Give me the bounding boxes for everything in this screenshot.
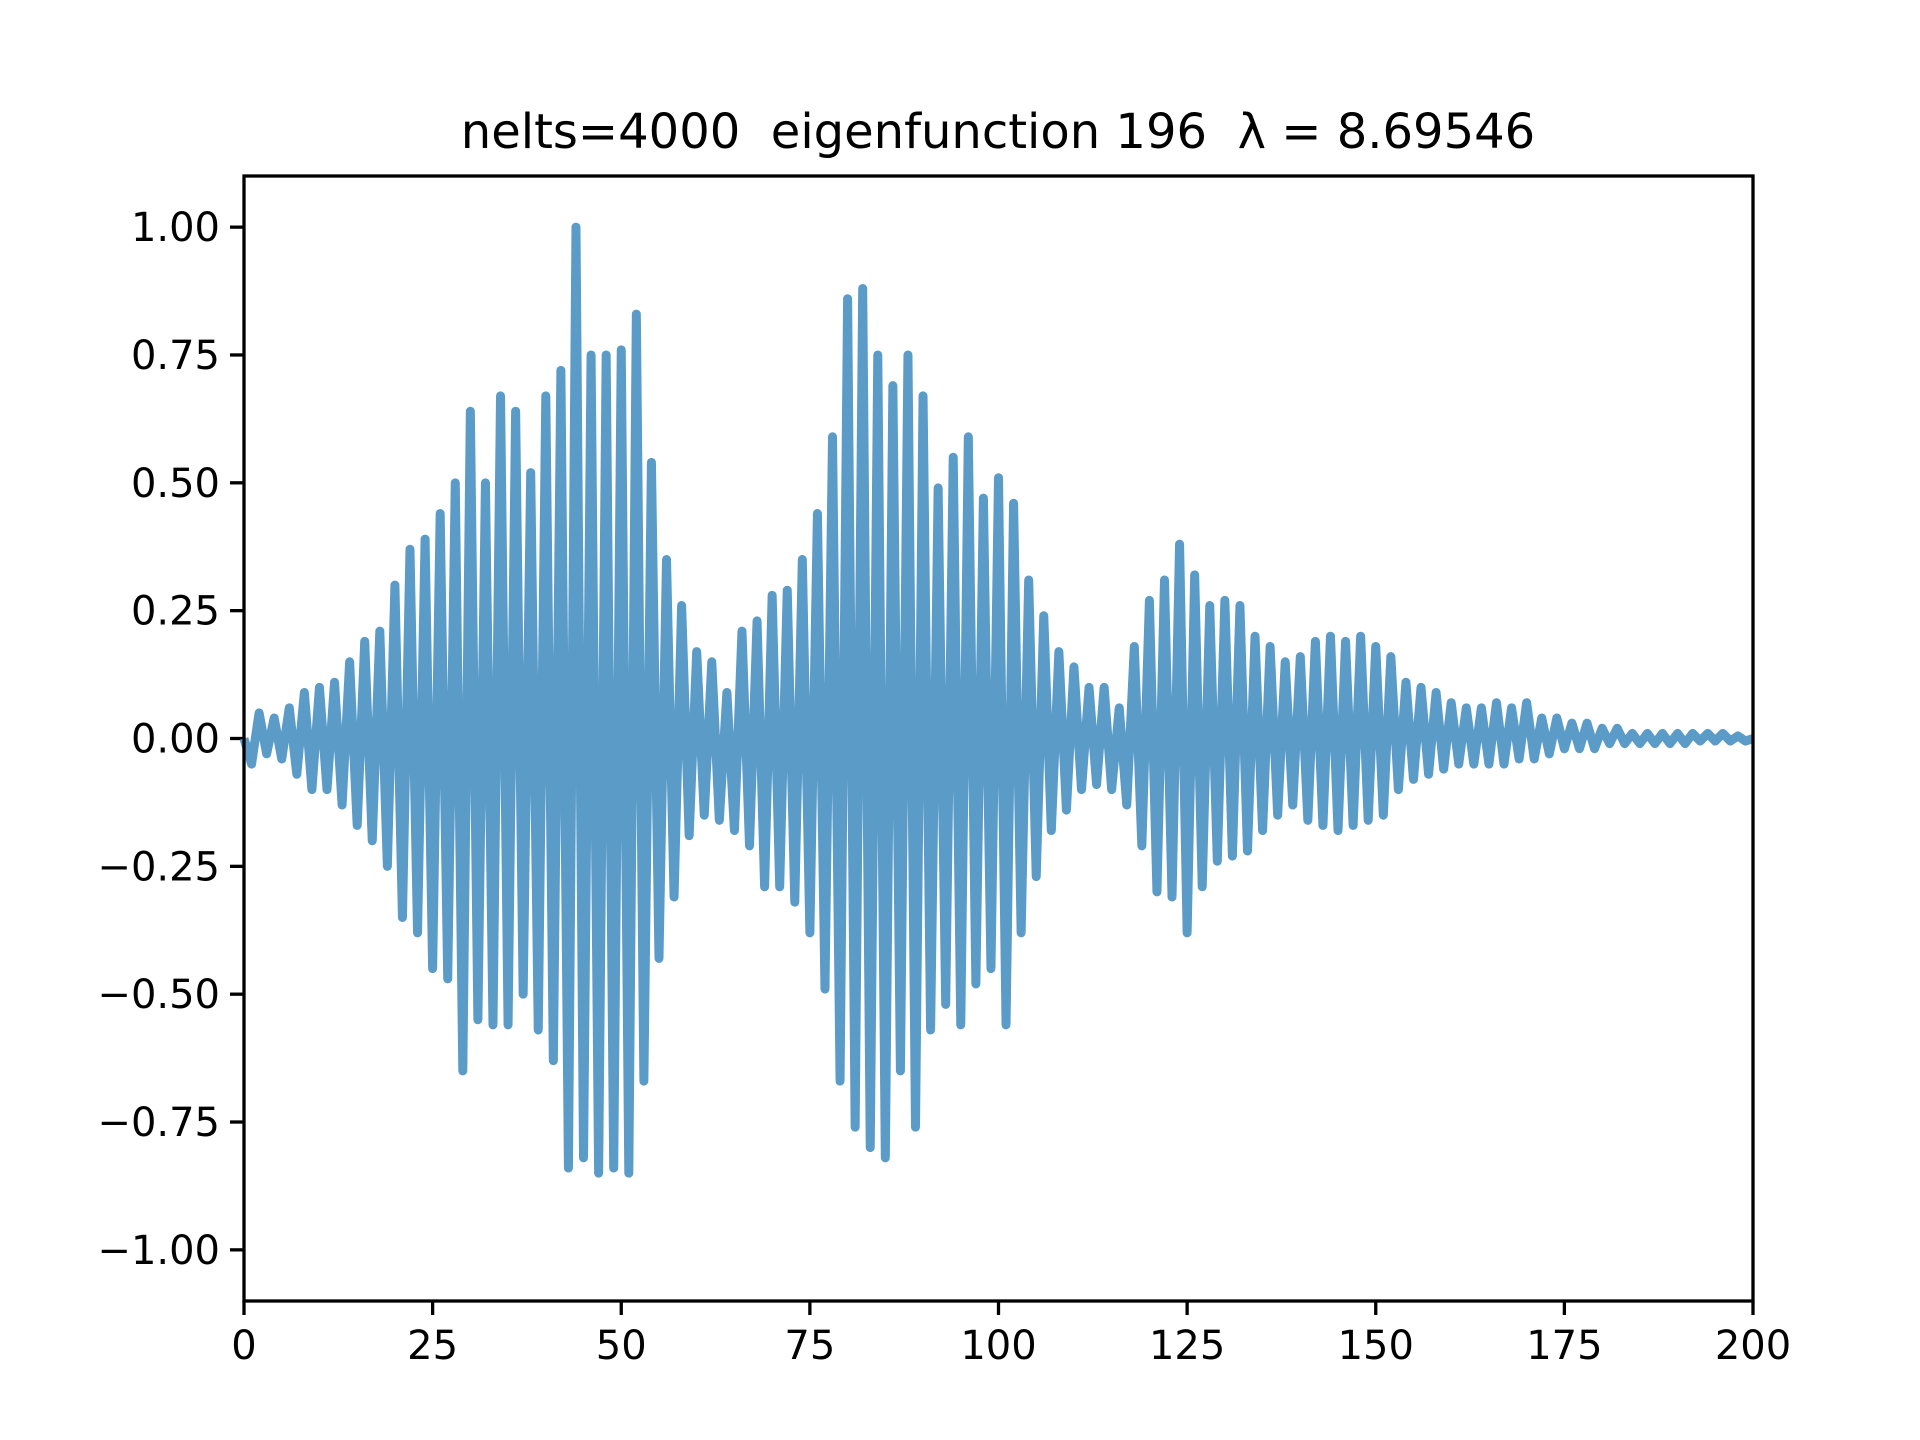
y-tick-label: −0.50 (97, 972, 220, 1018)
y-tick-label: −1.00 (97, 1228, 220, 1274)
x-tick-label: 175 (1526, 1323, 1602, 1369)
y-tick-label: 0.00 (131, 717, 220, 763)
y-tick-label: −0.25 (97, 844, 220, 890)
x-tick-label: 125 (1149, 1323, 1225, 1369)
y-tick-label: 0.50 (131, 461, 220, 507)
x-tick-label: 50 (596, 1323, 647, 1369)
x-tick-label: 0 (231, 1323, 256, 1369)
x-tick-label: 100 (960, 1323, 1036, 1369)
x-tick-label: 25 (407, 1323, 458, 1369)
y-tick-label: 0.75 (131, 333, 220, 379)
chart-title: nelts=4000 eigenfunction 196 λ = 8.69546 (461, 104, 1535, 160)
plot-frame (242, 174, 1755, 1303)
y-tick-label: 1.00 (131, 205, 220, 251)
x-tick-label: 75 (784, 1323, 835, 1369)
data-line (239, 222, 1755, 1178)
x-tick-label: 200 (1715, 1323, 1791, 1369)
y-tick-label: −0.75 (97, 1100, 220, 1146)
y-tick-label: 0.25 (131, 589, 220, 635)
x-tick-label: 150 (1338, 1323, 1414, 1369)
